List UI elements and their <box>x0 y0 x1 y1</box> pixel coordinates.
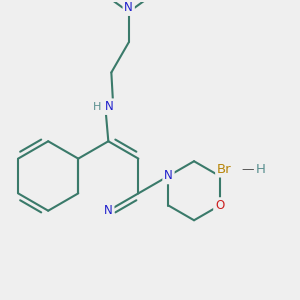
Text: N: N <box>164 169 173 182</box>
Text: Br: Br <box>217 163 232 176</box>
Text: —: — <box>241 163 253 176</box>
Text: O: O <box>215 199 224 212</box>
Text: H: H <box>93 102 102 112</box>
Text: H: H <box>256 163 266 176</box>
Text: N: N <box>105 100 114 113</box>
Text: N: N <box>124 1 133 14</box>
Text: N: N <box>104 204 113 217</box>
